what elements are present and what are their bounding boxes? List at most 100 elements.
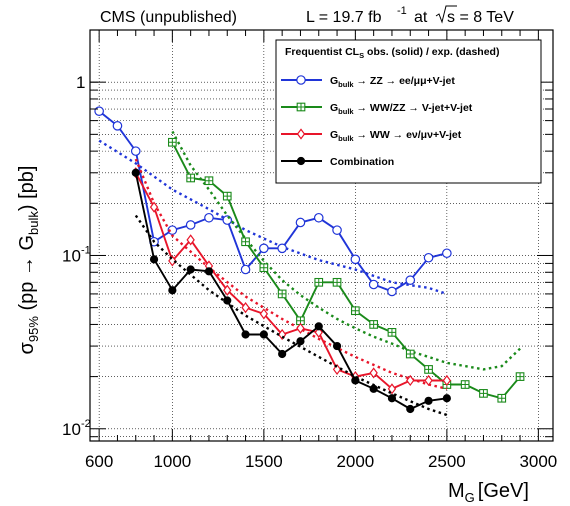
y-tick-label: 1 (76, 73, 85, 92)
xlabel-unit: [GeV] (478, 480, 529, 502)
data-point (332, 225, 342, 235)
data-point (313, 212, 324, 223)
data-point (350, 254, 361, 265)
x-tick-label: 1500 (245, 452, 283, 471)
data-point-cross (406, 350, 415, 358)
data-point (168, 286, 177, 295)
data-point (259, 308, 269, 320)
svg-text:σ95% (pp → Gbulk) [pb]: σ95% (pp → Gbulk) [pb] (16, 166, 41, 355)
data-point-cross (278, 290, 286, 298)
plot-frame (89, 29, 554, 442)
x-tick-label: 1000 (153, 452, 191, 471)
legend-label: Gbulk → ZZ → ee/μμ+V-jet (330, 75, 455, 89)
data-point-cross (388, 328, 396, 337)
x-tick-label: 3000 (519, 452, 557, 471)
legend-entry-0: Gbulk → ZZ → ee/μμ+V-jet (281, 75, 455, 89)
data-point (406, 404, 415, 414)
data-point (368, 279, 379, 290)
series-layer (94, 106, 525, 417)
x-axis-label: MG [GeV] (448, 480, 529, 505)
data-point (112, 121, 123, 131)
data-point (296, 156, 306, 166)
observed-line (134, 172, 448, 411)
data-point (204, 212, 214, 223)
data-point (369, 384, 378, 393)
xlabel-main: M (448, 480, 465, 502)
data-point-cross (297, 103, 305, 111)
legend-entry-2: Gbulk → WW → eν/μν+V-jet (281, 128, 462, 143)
x-tick-label: 2500 (428, 452, 466, 471)
data-point (387, 394, 397, 403)
expected-line (134, 158, 448, 390)
data-point (387, 383, 397, 395)
ylabel-sigma: σ (16, 341, 38, 354)
data-point-cross (497, 394, 506, 403)
y-tick-label: 10 (62, 420, 81, 439)
data-point-cross (314, 278, 323, 287)
data-point-cross (260, 263, 268, 272)
header-right: L = 19.7 fb -1 at s = 8 TeV (306, 5, 514, 26)
data-point (332, 363, 342, 376)
y-tick-label: 10 (62, 246, 81, 265)
ylabel-end: ) [pb] (16, 166, 38, 212)
energy-label: s = 8 TeV (447, 9, 514, 26)
legend-entry-1: Gbulk → WW/ZZ → V-jet+V-jet (281, 102, 473, 116)
legend-title: Frequentist CLS obs. (solid) / exp. (das… (285, 46, 499, 60)
data-point (149, 201, 159, 213)
sqrt-symbol (435, 5, 457, 24)
ylabel-sub2: bulk (26, 211, 41, 235)
data-point (259, 330, 268, 339)
data-point (185, 220, 196, 230)
header-left: CMS (unpublished) (100, 9, 237, 26)
data-point (241, 330, 250, 339)
xlabel-sub: G (465, 490, 475, 505)
y-axis-label: σ95% (pp → Gbulk) [pb] (16, 166, 41, 355)
lumi-exponent: -1 (397, 5, 407, 17)
data-point (277, 243, 287, 254)
data-point-cross (424, 365, 433, 374)
legend-label: Gbulk → WW → eν/μν+V-jet (330, 129, 462, 143)
data-point-cross (333, 278, 341, 287)
svg-text:MG[GeV]: MG [GeV] (448, 480, 529, 505)
y-tick-exponent: -1 (81, 244, 91, 256)
data-point (131, 168, 140, 177)
data-point (442, 394, 451, 403)
data-point (204, 267, 214, 276)
data-point (223, 284, 232, 296)
lumi-at: at (414, 9, 428, 26)
data-point (369, 367, 378, 379)
data-point (223, 296, 232, 305)
data-point (241, 302, 250, 314)
data-point (130, 146, 141, 156)
data-point (259, 243, 269, 254)
data-point (442, 248, 452, 259)
ylabel-mid: (pp → G (16, 235, 38, 311)
data-point-cross (241, 237, 250, 246)
legend-label: Gbulk → WW/ZZ → V-jet+V-jet (330, 102, 473, 116)
data-point (442, 374, 452, 387)
data-point (296, 128, 306, 140)
observed-line (134, 172, 447, 390)
data-point (423, 252, 434, 263)
data-point (314, 326, 323, 338)
data-point-cross (168, 138, 177, 147)
legend-label: Combination (330, 156, 394, 168)
legend-title-sub: S (359, 51, 364, 60)
series-3 (131, 168, 451, 417)
data-point (405, 275, 416, 285)
expected-line (134, 214, 448, 417)
data-point-cross (516, 372, 524, 381)
data-point-cross (479, 389, 488, 398)
legend-box (275, 39, 542, 184)
data-point-cross (223, 192, 232, 200)
data-point (387, 286, 397, 297)
data-point (332, 341, 342, 351)
series-0 (94, 106, 452, 297)
data-point (186, 234, 195, 246)
data-point (278, 349, 287, 359)
data-point (406, 374, 415, 387)
data-point-cross (369, 320, 378, 329)
lumi-label: L = 19.7 fb (306, 9, 382, 26)
